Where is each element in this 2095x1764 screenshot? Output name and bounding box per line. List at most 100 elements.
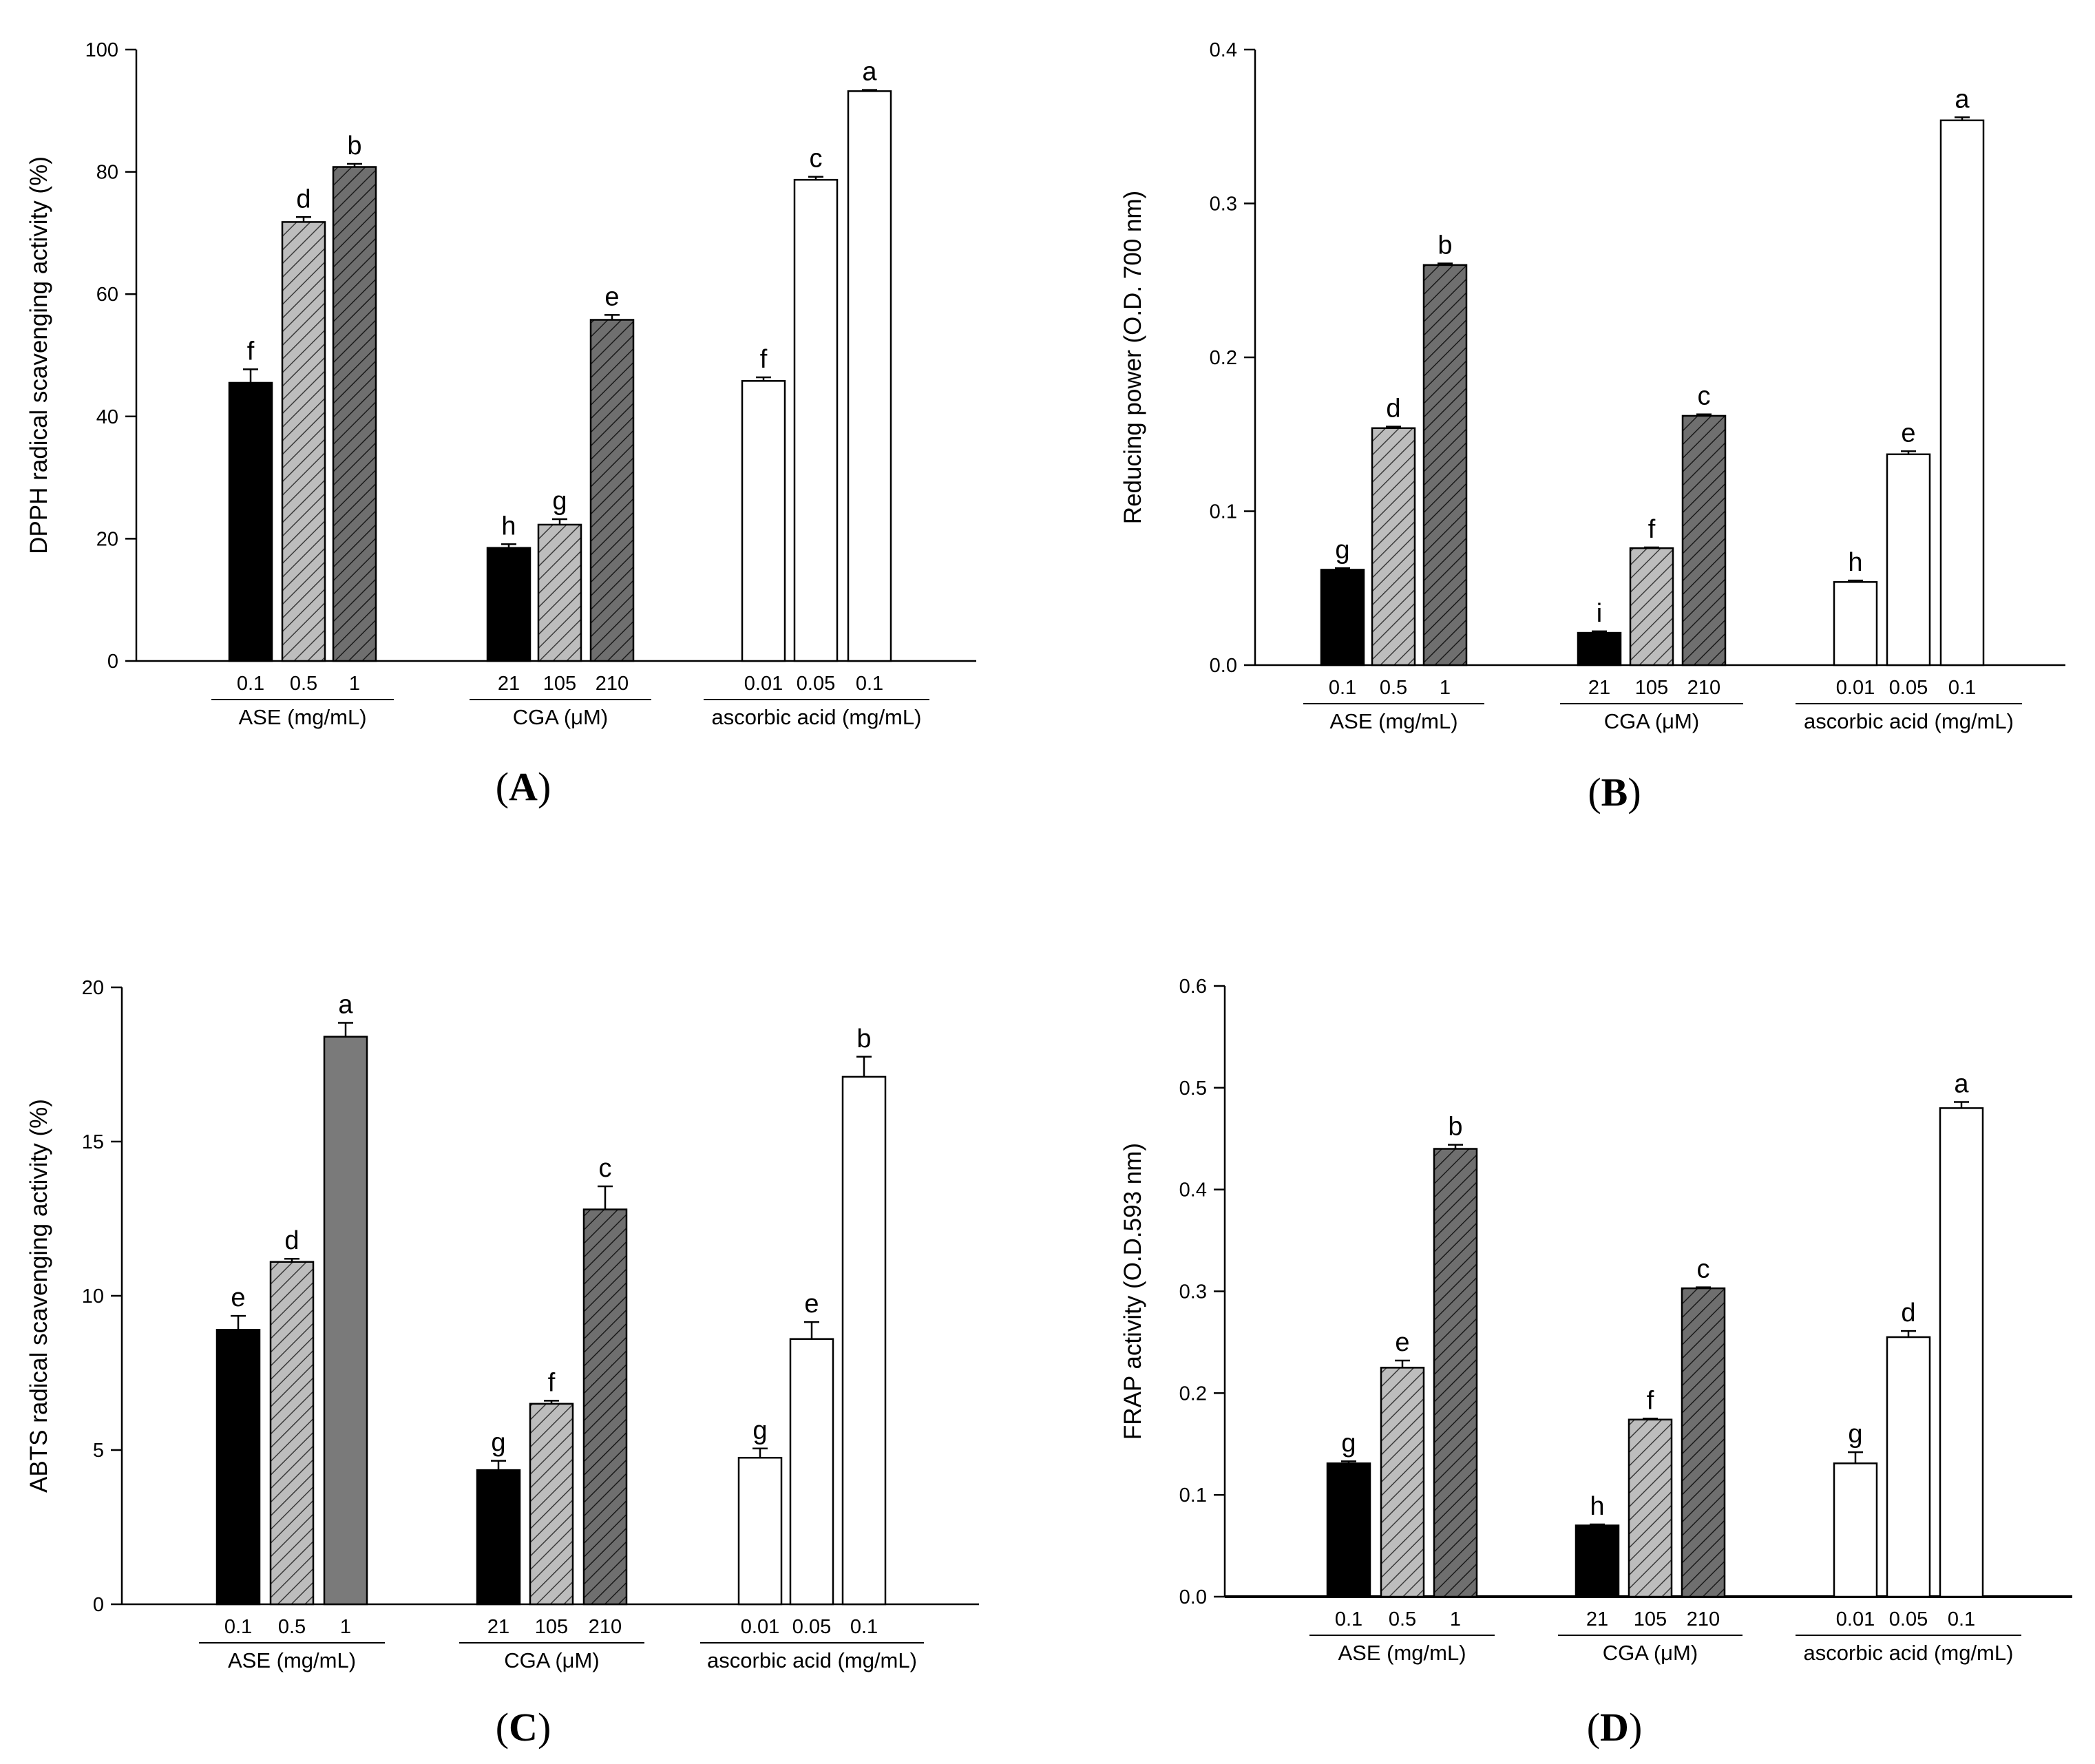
y-axis-label: Reducing power (O.D. 700 nm) — [1119, 191, 1146, 524]
category-label: 0.1 — [856, 673, 883, 695]
bar-d-g0-b1 — [1380, 1367, 1425, 1598]
bar-d-g2-b2 — [1939, 1107, 1984, 1598]
bar-d-g2-b0 — [1833, 1462, 1878, 1598]
group-label: CGA (μM) — [504, 1648, 599, 1672]
y-tick-label: 5 — [93, 1440, 104, 1462]
significance-letter: b — [856, 1025, 871, 1053]
group-label: ASE (mg/mL) — [228, 1648, 356, 1672]
y-tick-label: 0.3 — [1210, 193, 1237, 216]
y-tick-label: 0.4 — [1210, 39, 1237, 61]
significance-letter: e — [1901, 419, 1915, 448]
category-label: 105 — [535, 1616, 568, 1638]
category-label: 0.5 — [1389, 1608, 1416, 1630]
bar-b-g1-b0 — [1577, 631, 1622, 666]
y-tick-label: 0 — [107, 651, 118, 673]
category-label: 0.1 — [1948, 677, 1976, 699]
y-tick-label: 0.3 — [1179, 1281, 1207, 1303]
bar-c-g2-b1 — [789, 1338, 834, 1606]
bar-c-g2-b0 — [737, 1456, 783, 1606]
group-label: CGA (μM) — [1604, 709, 1699, 733]
significance-letter: g — [1335, 536, 1349, 565]
category-label: 210 — [1687, 1608, 1720, 1630]
category-label: 0.05 — [1889, 677, 1928, 699]
bar-a-g1-b1 — [537, 523, 582, 662]
category-label: 21 — [498, 673, 520, 695]
category-label: 0.05 — [792, 1616, 831, 1638]
significance-letter: e — [804, 1290, 819, 1319]
panel-b-chart: 0.0 0.1 0.2 0.3 0.4 Reducing power (O.D. 700 … — [1119, 39, 2065, 733]
group-label: CGA (μM) — [1603, 1641, 1698, 1665]
significance-letter: d — [284, 1226, 299, 1255]
significance-letter: e — [1395, 1328, 1409, 1357]
category-label: 0.1 — [1948, 1608, 1975, 1630]
significance-letter: h — [1590, 1492, 1604, 1521]
category-label: 0.5 — [290, 673, 317, 695]
bar-c-g1-b0 — [476, 1469, 521, 1606]
panel-c-chart: 0 5 10 15 20 ABTS radical scavenging activity… — [25, 977, 979, 1672]
significance-letter: c — [1698, 382, 1711, 411]
category-label: 0.5 — [1380, 677, 1407, 699]
y-tick-label: 0.5 — [1179, 1078, 1207, 1100]
group-label: ASE (mg/mL) — [1329, 709, 1457, 733]
category-label: 210 — [1687, 677, 1720, 699]
category-label: 210 — [596, 673, 629, 695]
significance-letter: f — [760, 345, 768, 374]
significance-letter: d — [1901, 1299, 1915, 1327]
y-tick-label: 15 — [82, 1131, 104, 1153]
y-tick-label: 40 — [96, 406, 118, 428]
significance-letter: a — [1955, 85, 1970, 114]
category-label: 0.1 — [237, 673, 264, 695]
significance-letter: c — [1697, 1255, 1710, 1284]
bar-a-g0-b2 — [332, 166, 377, 662]
bar-d-g1-b0 — [1575, 1524, 1620, 1598]
significance-letter: g — [552, 487, 567, 516]
category-label: 0.01 — [741, 1616, 779, 1638]
bar-d-g2-b1 — [1886, 1336, 1931, 1598]
bar-a-g1-b2 — [589, 319, 635, 662]
category-label: 105 — [1635, 677, 1668, 699]
bar-c-g0-b2 — [323, 1036, 368, 1606]
y-tick-label: 0.2 — [1179, 1383, 1207, 1405]
panel-label-d: (D) — [1587, 1705, 1643, 1750]
significance-letter: a — [1954, 1070, 1969, 1099]
bar-b-g2-b2 — [1939, 119, 1985, 666]
group-label: ASE (mg/mL) — [238, 705, 366, 729]
significance-letter: f — [247, 337, 255, 366]
y-tick-label: 0.6 — [1179, 976, 1207, 998]
significance-letter: e — [604, 282, 619, 311]
category-label: 210 — [589, 1616, 622, 1638]
bar-d-g1-b1 — [1628, 1418, 1673, 1598]
group-label: ASE (mg/mL) — [1338, 1641, 1466, 1665]
significance-letter: d — [1386, 395, 1400, 423]
category-label: 21 — [487, 1616, 509, 1638]
bar-c-g1-b2 — [582, 1208, 628, 1606]
category-label: 1 — [340, 1616, 351, 1638]
bar-a-g0-b1 — [281, 221, 326, 662]
category-label: 0.01 — [1836, 1608, 1875, 1630]
significance-letter: b — [347, 132, 361, 160]
bar-c-g1-b1 — [529, 1403, 574, 1606]
category-label: 1 — [349, 673, 360, 695]
category-label: 1 — [1440, 677, 1451, 699]
bar-c-g2-b2 — [841, 1075, 887, 1606]
bar-b-g2-b1 — [1886, 453, 1931, 666]
bar-d-g0-b0 — [1326, 1462, 1371, 1598]
significance-letter: a — [338, 991, 353, 1020]
category-label: 0.1 — [224, 1616, 252, 1638]
y-tick-label: 80 — [96, 162, 118, 184]
significance-letter: f — [1648, 515, 1656, 544]
category-label: 105 — [543, 673, 576, 695]
panel-a-chart: 0 20 40 60 80 100 DPPH radical scavenging acti… — [25, 39, 976, 729]
group-label: ascorbic acid (mg/mL) — [1804, 709, 2014, 733]
significance-letter: b — [1448, 1113, 1462, 1142]
bar-d-g0-b2 — [1433, 1148, 1478, 1598]
significance-letter: a — [862, 58, 877, 87]
significance-letter: g — [752, 1416, 767, 1445]
category-label: 0.5 — [278, 1616, 306, 1638]
category-label: 0.1 — [1335, 1608, 1362, 1630]
category-label: 21 — [1586, 1608, 1608, 1630]
category-label: 1 — [1450, 1608, 1461, 1630]
bar-d-g1-b2 — [1681, 1287, 1726, 1598]
significance-letter: h — [1848, 548, 1862, 577]
